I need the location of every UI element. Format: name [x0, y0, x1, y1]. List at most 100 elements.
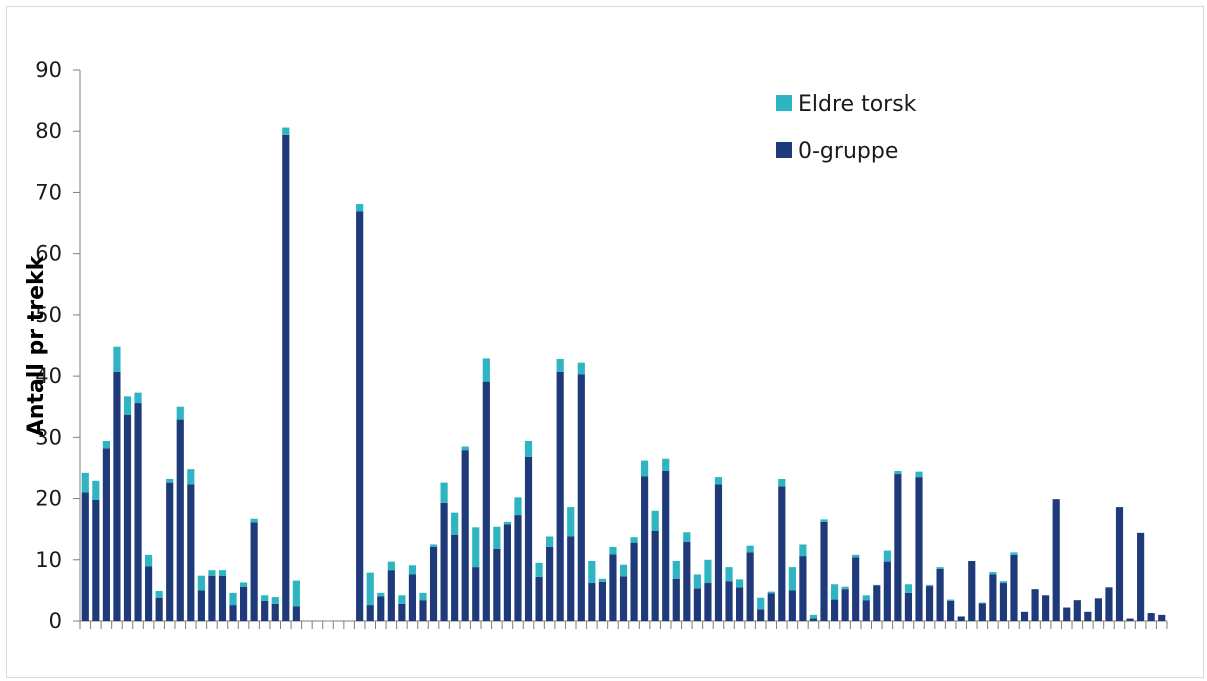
bar-segment-0-gruppe [239, 586, 248, 621]
bar-segment-0-gruppe [197, 590, 205, 621]
y-tick-label: 80 [35, 119, 62, 143]
bar-segment-eldre-torsk [862, 595, 870, 601]
bar-segment-eldre-torsk [767, 591, 775, 594]
bar-segment-0-gruppe [1094, 598, 1102, 621]
bar-segment-0-gruppe [546, 546, 554, 621]
bar-segment-eldre-torsk [377, 592, 385, 597]
bar-segment-eldre-torsk [799, 544, 807, 557]
bar-segment-eldre-torsk [123, 396, 132, 415]
bar-segment-eldre-torsk [556, 358, 564, 372]
bar-segment-0-gruppe [472, 567, 480, 621]
bar-segment-eldre-torsk [883, 550, 891, 562]
bar-segment-0-gruppe [788, 590, 796, 621]
bar-segment-eldre-torsk [852, 554, 860, 558]
bar-segment-eldre-torsk [271, 597, 279, 604]
y-tick-label: 40 [35, 364, 62, 388]
bar-segment-eldre-torsk [725, 567, 733, 582]
bar-segment-eldre-torsk [609, 546, 617, 555]
bar-segment-0-gruppe [366, 605, 374, 621]
bar-segment-0-gruppe [894, 474, 902, 621]
legend: Eldre torsk 0-gruppe [776, 92, 917, 164]
bar-segment-0-gruppe [166, 482, 174, 621]
bar-segment-0-gruppe [229, 605, 237, 621]
bar-segment-eldre-torsk [176, 406, 184, 420]
bar-segment-0-gruppe [440, 502, 448, 621]
bar-segment-eldre-torsk [672, 561, 680, 579]
bar-segment-0-gruppe [1042, 595, 1050, 621]
bar-segment-eldre-torsk [925, 584, 934, 587]
bar-segment-0-gruppe [1073, 600, 1081, 621]
bar-segment-eldre-torsk [651, 510, 659, 531]
bar-segment-0-gruppe [852, 557, 860, 621]
legend-swatch [776, 142, 792, 158]
bar-segment-0-gruppe [672, 578, 680, 621]
bar-segment-0-gruppe [176, 419, 184, 621]
bar-segment-0-gruppe [123, 414, 132, 621]
y-axis-label: Antall pr trekk [24, 254, 49, 436]
bar-segment-0-gruppe [862, 600, 870, 621]
bar-segment-eldre-torsk [778, 478, 786, 487]
bar-segment-eldre-torsk [683, 532, 691, 543]
bar-segment-eldre-torsk [915, 471, 923, 478]
bar-segment-0-gruppe [809, 618, 818, 621]
bar-segment-eldre-torsk [166, 478, 174, 483]
bar-segment-0-gruppe [999, 583, 1008, 621]
bar-segment-eldre-torsk [514, 497, 522, 516]
bar-segment-eldre-torsk [134, 392, 142, 404]
bar-segment-eldre-torsk [588, 561, 596, 584]
bar-segment-0-gruppe [408, 574, 417, 621]
bar-segment-eldre-torsk [524, 441, 533, 457]
bar-segment-eldre-torsk [641, 460, 649, 477]
bar-segment-eldre-torsk [451, 512, 459, 535]
bar-segment-eldre-torsk [493, 526, 501, 549]
bar-segment-0-gruppe [1158, 614, 1166, 621]
bar-segment-0-gruppe [134, 403, 142, 621]
bar-segment-0-gruppe [936, 568, 944, 621]
bar-segment-0-gruppe [387, 570, 395, 621]
bar-segment-eldre-torsk [472, 527, 480, 568]
bar-segment-0-gruppe [598, 581, 606, 621]
bar-segment-eldre-torsk [419, 592, 427, 601]
bar-segment-eldre-torsk [482, 358, 490, 382]
bar-segment-0-gruppe [218, 575, 227, 621]
bar-segment-0-gruppe [261, 600, 269, 621]
bar-segment-0-gruppe [377, 596, 385, 621]
bar-segment-0-gruppe [904, 592, 913, 621]
bar-segment-0-gruppe [208, 575, 216, 621]
bar-segment-eldre-torsk [187, 469, 195, 485]
bar-segment-0-gruppe [1063, 607, 1071, 621]
bar-segment-0-gruppe [841, 589, 849, 621]
bar-segment-eldre-torsk [619, 564, 628, 577]
bar-segment-0-gruppe [1020, 611, 1029, 621]
bar-segment-eldre-torsk [535, 562, 543, 577]
bar-segment-eldre-torsk [978, 602, 986, 604]
bar-segment-0-gruppe [662, 471, 670, 621]
bar-segment-eldre-torsk [282, 127, 290, 135]
bar-segment-eldre-torsk [440, 482, 448, 503]
bar-segment-0-gruppe [619, 576, 628, 621]
bar-segment-0-gruppe [820, 521, 828, 621]
bar-segment-0-gruppe [556, 371, 564, 621]
bar-segment-eldre-torsk [229, 592, 237, 606]
bar-segment-0-gruppe [1010, 554, 1018, 621]
bar-segment-eldre-torsk [145, 554, 153, 567]
bar-segment-0-gruppe [799, 556, 807, 621]
bar-segment-eldre-torsk [577, 362, 585, 375]
bar-segment-0-gruppe [736, 587, 744, 621]
bar-segment-0-gruppe [1031, 589, 1039, 621]
bar-segment-eldre-torsk [736, 579, 744, 588]
bar-segment-0-gruppe [873, 585, 881, 621]
bar-segment-0-gruppe [630, 542, 638, 621]
bar-segment-eldre-torsk [366, 572, 374, 606]
bar-segment-0-gruppe [1126, 618, 1134, 621]
bar-segment-0-gruppe [81, 492, 89, 621]
bar-segment-eldre-torsk [429, 544, 438, 547]
y-tick-label: 30 [35, 425, 62, 449]
bar-segment-eldre-torsk [1010, 552, 1018, 555]
bar-segment-0-gruppe [1105, 587, 1113, 621]
bar-segment-eldre-torsk [461, 446, 469, 451]
bar-segment-0-gruppe [704, 583, 712, 621]
bar-segment-eldre-torsk [387, 561, 395, 571]
bar-segment-eldre-torsk [788, 567, 796, 591]
bar-segment-eldre-torsk [704, 559, 712, 584]
